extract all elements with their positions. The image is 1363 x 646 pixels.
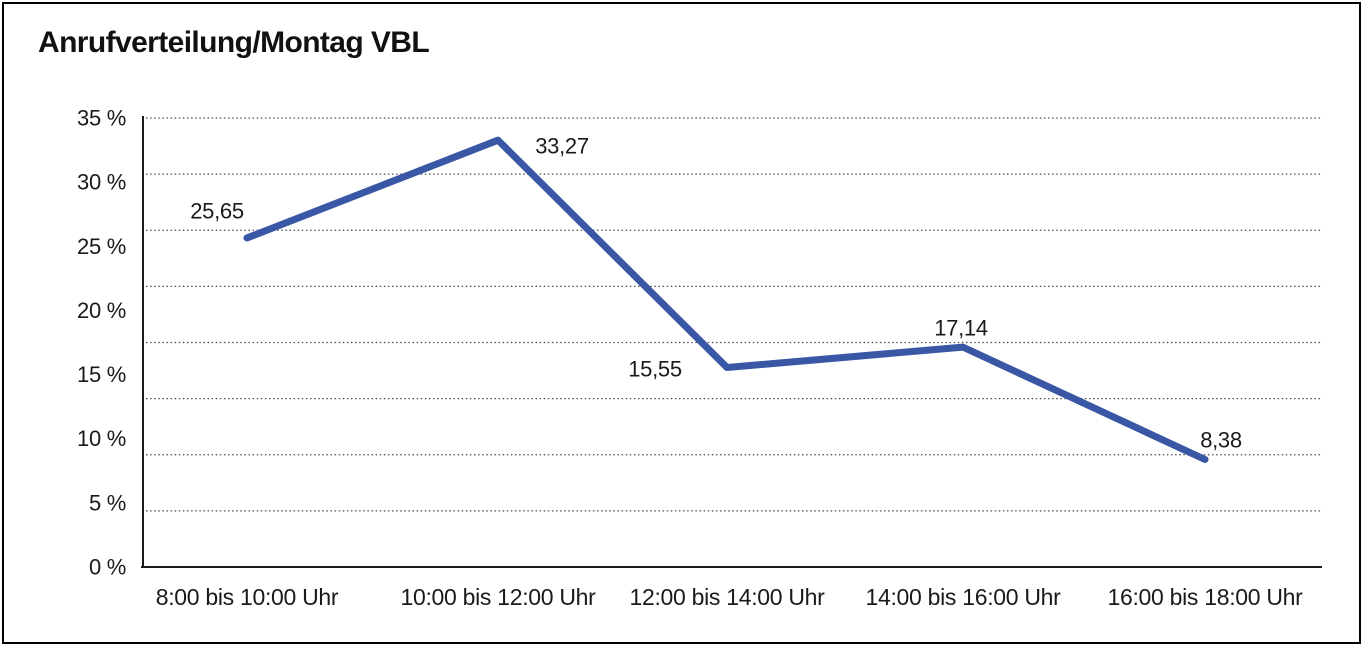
y-axis-tick-label: 25 %	[77, 234, 126, 259]
y-axis-tick-label: 15 %	[77, 362, 126, 387]
y-axis-tick-label: 20 %	[77, 298, 126, 323]
chart-title: Anrufverteilung/Montag VBL	[38, 26, 430, 59]
x-axis-category-label: 8:00 bis 10:00 Uhr	[156, 584, 339, 610]
data-point-value-label: 33,27	[535, 134, 589, 159]
y-axis-tick-label: 30 %	[77, 170, 126, 195]
data-point-value-label: 15,55	[628, 357, 682, 382]
x-axis-category-label: 16:00 bis 18:00 Uhr	[1107, 584, 1303, 610]
y-axis-tick-label: 10 %	[77, 426, 126, 451]
x-axis-category-label: 14:00 bis 16:00 Uhr	[865, 584, 1061, 610]
x-axis-category-label: 10:00 bis 12:00 Uhr	[400, 584, 596, 610]
data-point-value-label: 25,65	[190, 199, 244, 224]
y-axis-tick-label: 0 %	[89, 555, 126, 580]
data-point-value-label: 17,14	[934, 316, 988, 341]
data-point-value-label: 8,38	[1200, 428, 1242, 453]
y-axis-tick-label: 35 %	[77, 106, 126, 131]
x-axis-category-label: 12:00 bis 14:00 Uhr	[629, 584, 825, 610]
y-axis-tick-label: 5 %	[89, 490, 126, 515]
data-series-line	[243, 136, 1209, 463]
